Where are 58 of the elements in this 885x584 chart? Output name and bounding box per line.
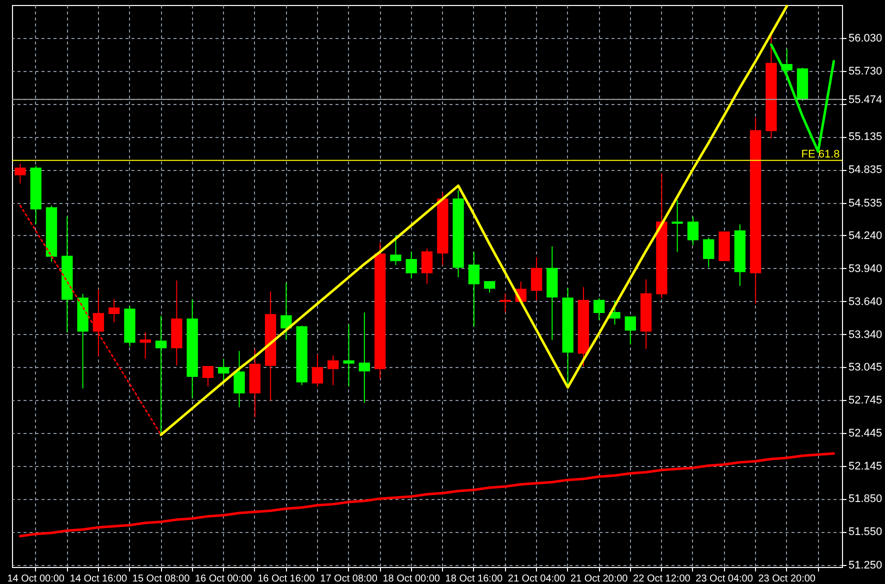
x-tick-label: 23 Oct 20:00	[758, 574, 816, 584]
ref-line-label: FE 61.8	[801, 148, 840, 160]
candlestick	[672, 200, 683, 252]
candlestick	[202, 366, 214, 387]
x-tick-label: 22 Oct 12:00	[633, 574, 691, 584]
candlestick	[343, 324, 354, 387]
candlestick	[234, 350, 245, 408]
y-tick-label: 56.030	[848, 32, 882, 45]
y-tick-label: 52.445	[848, 428, 882, 440]
y-tick-label: 53.045	[848, 361, 882, 374]
candlestick	[92, 288, 104, 358]
candlestick	[530, 256, 542, 301]
y-tick-label: 52.745	[848, 394, 882, 407]
candlestick	[328, 354, 339, 386]
x-tick-label: 18 Oct 00:00	[382, 574, 440, 584]
y-tick-label: 54.535	[848, 197, 882, 210]
candlestick	[140, 332, 151, 360]
candlestick	[594, 298, 605, 321]
candlestick	[358, 312, 370, 404]
candlestick	[687, 216, 699, 246]
candlestick	[468, 251, 480, 328]
y-tick-label: 53.940	[848, 262, 882, 275]
candlestick	[703, 237, 714, 268]
y-tick-label: 55.474	[848, 94, 882, 106]
candlestick	[500, 293, 511, 313]
x-tick-label: 18 Oct 16:00	[445, 574, 504, 584]
x-tick-label: 14 Oct 16:00	[70, 574, 128, 584]
candlestick	[390, 234, 402, 266]
candlestick	[406, 251, 417, 279]
candlestick	[421, 248, 433, 284]
candlestick	[108, 298, 120, 323]
y-tick-label: 52.145	[848, 460, 882, 473]
candlestick	[312, 354, 324, 387]
y-tick-label: 53.340	[848, 328, 882, 341]
x-tick-label: 21 Oct 20:00	[570, 574, 628, 584]
x-tick-label: 16 Oct 16:00	[258, 574, 316, 584]
x-tick-label: 14 Oct 00:00	[7, 574, 65, 584]
x-tick-label: 21 Oct 04:00	[508, 574, 566, 584]
y-tick-label: 55.730	[848, 66, 882, 78]
y-tick-label: 51.550	[848, 526, 882, 538]
line-series	[18, 452, 836, 538]
candlestick	[218, 358, 230, 384]
x-tick-label: 16 Oct 00:00	[194, 574, 253, 584]
line-series	[19, 204, 162, 436]
x-tick-label: 17 Oct 08:00	[320, 574, 378, 584]
y-tick-label: 51.850	[848, 493, 882, 506]
y-tick-label: 53.640	[848, 296, 882, 308]
y-tick-label: 51.250	[848, 559, 882, 572]
x-tick-label: 15 Oct 08:00	[132, 574, 190, 584]
candlestick	[624, 316, 636, 345]
y-tick-label: 55.135	[848, 131, 882, 144]
candlestick	[280, 282, 292, 340]
y-tick-label: 54.835	[848, 164, 882, 176]
candlestick	[14, 163, 26, 184]
x-tick-label: 23 Oct 04:00	[696, 574, 754, 584]
candlestick	[484, 281, 496, 294]
candlestick	[155, 315, 167, 436]
y-tick-label: 54.240	[848, 230, 882, 242]
